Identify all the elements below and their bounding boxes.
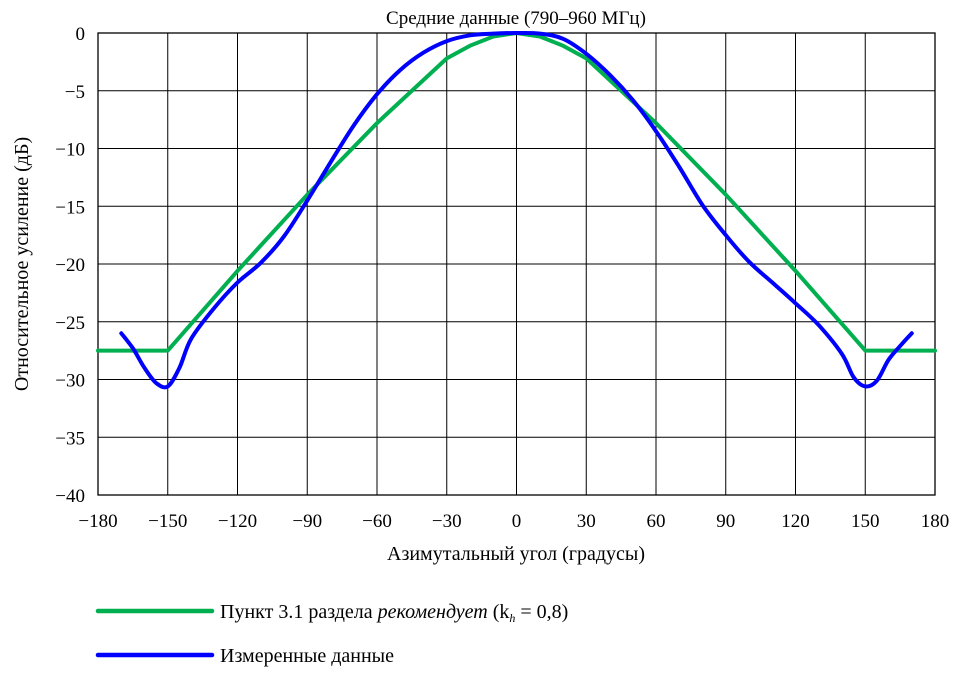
y-tick-label: −35 <box>55 428 85 449</box>
y-tick-label: −20 <box>55 255 85 276</box>
y-tick-label: −15 <box>55 197 85 218</box>
x-tick-labels: −180 −150 −120 −90 −60 −30 0 30 60 90 120 150 180 <box>78 511 949 532</box>
x-tick-label: −150 <box>148 511 187 532</box>
y-tick-label: −40 <box>55 486 85 507</box>
x-axis-label: Азимутальный угол (градусы) <box>387 543 645 565</box>
y-tick-label: −5 <box>65 82 85 103</box>
series-line-measured <box>119 30 914 390</box>
y-tick-labels: 0 −5 −10 −15 −20 −25 −30 −35 −40 <box>55 24 85 507</box>
x-tick-label: −90 <box>292 511 322 532</box>
y-tick-label: −25 <box>55 313 85 334</box>
x-tick-label: 120 <box>781 511 810 532</box>
y-tick-label: 0 <box>76 24 86 45</box>
x-tick-label: 60 <box>647 511 666 532</box>
x-tick-label: −60 <box>362 511 392 532</box>
series-layer <box>96 30 937 390</box>
legend-label-measured: Измеренные данные <box>220 645 394 667</box>
y-tick-label: −10 <box>55 140 85 161</box>
x-tick-label: −180 <box>78 511 117 532</box>
x-tick-label: 30 <box>577 511 596 532</box>
x-tick-label: 90 <box>716 511 735 532</box>
x-tick-label: −120 <box>218 511 257 532</box>
x-tick-label: 0 <box>512 511 522 532</box>
legend-label-recommends: Пункт 3.1 раздела рекомендует (kh = 0,8) <box>220 601 568 625</box>
x-tick-label: 150 <box>851 511 880 532</box>
chart-title: Средние данные (790–960 МГц) <box>386 8 646 29</box>
x-tick-label: 180 <box>921 511 950 532</box>
grid <box>97 32 936 496</box>
x-tick-label: −30 <box>432 511 462 532</box>
y-tick-label: −30 <box>55 371 85 392</box>
y-axis-label: Относительное усиление (дБ) <box>11 137 33 391</box>
legend: Пункт 3.1 раздела рекомендует (kh = 0,8)… <box>95 601 568 667</box>
